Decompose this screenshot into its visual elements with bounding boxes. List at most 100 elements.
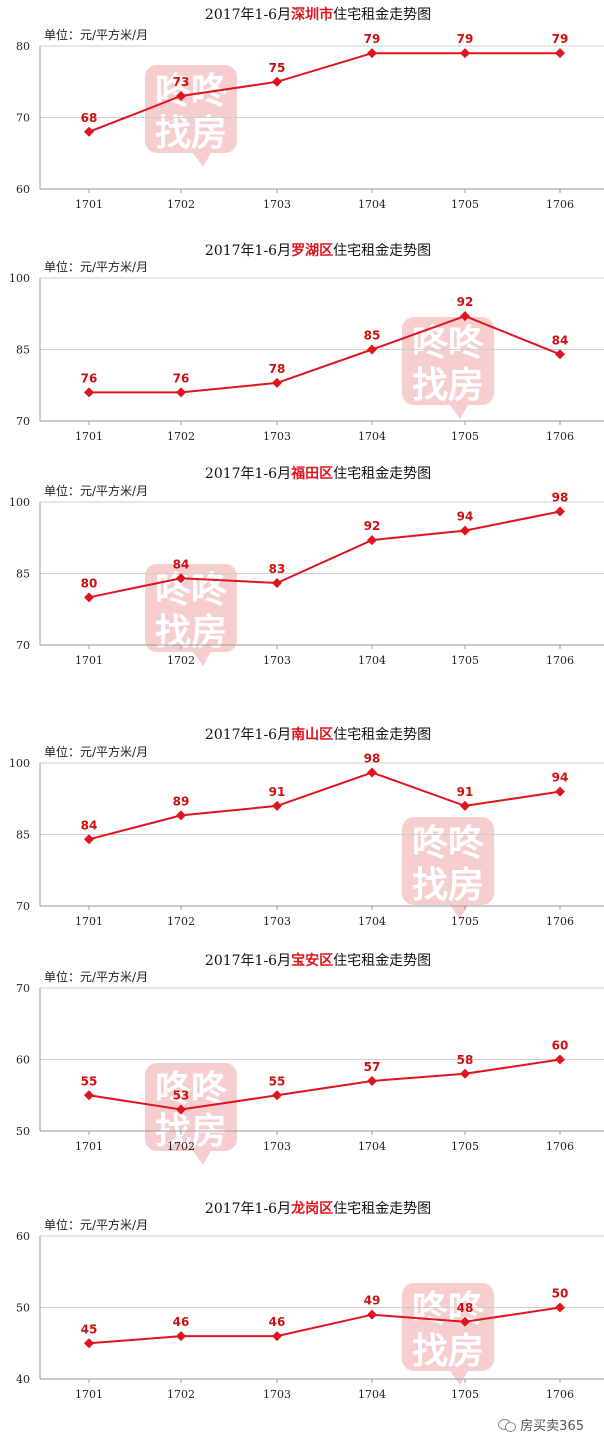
chart-title: 2017年1-6月罗湖区住宅租金走势图	[205, 243, 431, 259]
data-label: 98	[364, 752, 381, 766]
y-tick-label: 85	[16, 829, 30, 842]
data-point	[272, 800, 282, 811]
chart-title: 2017年1-6月深圳市住宅租金走势图	[205, 6, 431, 23]
watermark-badge	[402, 317, 494, 405]
x-tick-label: 1703	[263, 1140, 291, 1153]
watermark-pin	[450, 1371, 468, 1385]
series-line	[88, 52, 560, 133]
series-line	[88, 1306, 561, 1345]
watermark-pin	[450, 905, 468, 919]
watermark-badge	[402, 817, 494, 905]
watermark-line2: 找房	[412, 365, 484, 406]
title-suffix: 住宅租金走势图	[333, 1201, 431, 1217]
data-point	[272, 578, 282, 589]
watermark-line1: 咚咚	[412, 1289, 485, 1330]
x-tick-label: 1705	[451, 430, 479, 443]
title-region: 南山区	[291, 726, 333, 743]
data-point	[84, 387, 94, 398]
data-point	[84, 1090, 94, 1101]
data-point	[272, 377, 282, 388]
data-label: 79	[364, 32, 381, 46]
data-point	[367, 1075, 377, 1086]
watermark-line1: 咚咚	[412, 823, 485, 864]
data-label: 57	[364, 1060, 381, 1074]
y-tick-label: 70	[16, 900, 30, 913]
title-suffix: 住宅租金走势图	[333, 243, 431, 259]
x-tick-label: 1704	[358, 1140, 386, 1153]
y-tick-label: 70	[16, 982, 30, 995]
data-label: 94	[552, 771, 569, 785]
watermark-line2: 找房	[412, 1331, 484, 1372]
data-point	[367, 1309, 377, 1320]
y-tick-label: 60	[16, 1230, 30, 1243]
unit-label: 单位：元/平方米/月	[44, 969, 148, 984]
y-tick-label: 85	[16, 568, 30, 581]
account-name: 房买卖365	[520, 1419, 584, 1434]
x-tick-label: 1706	[546, 1388, 574, 1401]
data-label: 48	[457, 1301, 474, 1315]
data-point	[367, 767, 377, 778]
data-label: 55	[81, 1074, 98, 1088]
data-label: 76	[81, 371, 98, 385]
series-line	[88, 771, 561, 841]
x-tick-label: 1706	[546, 430, 574, 443]
x-tick-label: 1701	[75, 430, 103, 443]
data-label: 79	[552, 32, 569, 46]
data-point	[460, 311, 470, 322]
watermark-line1: 咚咚	[155, 570, 228, 611]
data-label: 46	[269, 1315, 286, 1329]
title-region: 龙岗区	[290, 1200, 333, 1217]
data-point	[555, 786, 565, 797]
data-label: 79	[457, 32, 474, 46]
wechat-icon	[498, 1418, 517, 1432]
data-point	[272, 1090, 282, 1101]
x-tick-label: 1706	[546, 654, 574, 667]
title-suffix: 住宅租金走势图	[333, 466, 431, 482]
data-label: 83	[269, 562, 286, 576]
chart-title: 2017年1-6月福田区住宅租金走势图	[205, 465, 431, 482]
y-tick-label: 100	[9, 496, 30, 509]
title-prefix: 2017年1-6月	[205, 1201, 291, 1217]
x-tick-label: 1705	[451, 654, 479, 667]
x-tick-label: 1702	[167, 915, 195, 928]
watermark-line2: 找房	[155, 612, 227, 653]
data-point	[176, 91, 186, 102]
watermark-line2: 找房	[412, 865, 484, 906]
data-point	[84, 592, 94, 603]
data-label: 91	[457, 785, 474, 799]
x-tick-label: 1706	[546, 915, 574, 928]
watermark-badge	[145, 65, 237, 153]
x-tick-label: 1704	[358, 198, 386, 211]
watermark-pin	[193, 652, 211, 666]
x-tick-label: 1705	[451, 198, 479, 211]
data-label: 85	[364, 329, 381, 343]
y-tick-label: 100	[9, 272, 30, 285]
data-label: 73	[173, 75, 190, 89]
data-label: 80	[81, 576, 98, 590]
x-tick-label: 1704	[358, 1388, 386, 1401]
watermark-line1: 咚咚	[155, 1069, 228, 1110]
chart-title: 2017年1-6月宝安区住宅租金走势图	[205, 952, 431, 969]
data-point	[367, 48, 377, 59]
series-line	[88, 510, 561, 599]
data-point	[460, 1068, 470, 1079]
title-suffix: 住宅租金走势图	[333, 727, 431, 743]
x-tick-label: 1702	[167, 1388, 195, 1401]
x-tick-label: 1706	[546, 1140, 574, 1153]
x-tick-label: 1701	[75, 1140, 103, 1153]
data-point	[176, 573, 186, 584]
data-label: 53	[173, 1089, 190, 1103]
data-label: 78	[269, 362, 286, 376]
x-tick-label: 1703	[263, 915, 291, 928]
watermark-pin	[450, 405, 468, 419]
y-tick-label: 85	[16, 344, 30, 357]
data-point	[460, 48, 470, 59]
y-tick-label: 40	[16, 1373, 30, 1386]
data-label: 84	[81, 818, 98, 832]
